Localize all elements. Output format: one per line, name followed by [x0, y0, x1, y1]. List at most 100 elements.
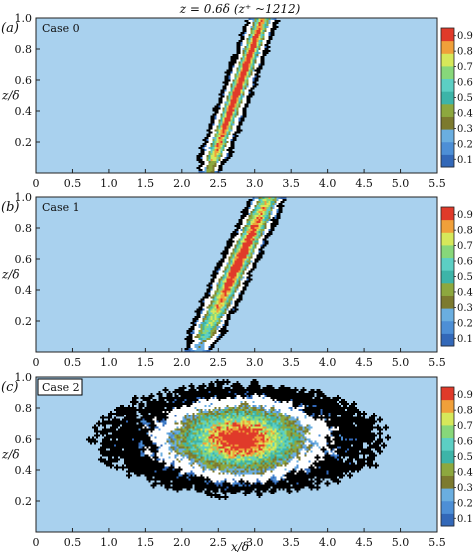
x-tick-label: 3.0 — [246, 177, 264, 190]
colorbar-swatch — [441, 295, 454, 309]
colorbar-tick-label: 0.2 — [457, 318, 473, 329]
colorbar-tick-label: 0.5 — [457, 452, 473, 463]
colorbar-swatch — [441, 129, 454, 143]
colorbar-tick-label: 0.9 — [457, 390, 473, 401]
x-tick-label: 2.5 — [210, 356, 228, 369]
colorbar-swatch — [441, 232, 454, 246]
x-tick-label: 0.5 — [64, 177, 82, 190]
y-tick-label: 0.6 — [15, 253, 33, 266]
colorbar-swatch — [441, 257, 454, 271]
colorbar-tick-label: 0.3 — [457, 303, 473, 314]
colorbar: 0.1 0.2 0.3 0.4 0.5 0.6 0.7 0.8 0.9 — [440, 206, 473, 347]
colorbar-swatch — [441, 103, 454, 117]
colorbar-tick-label: 0.5 — [457, 93, 473, 104]
colorbar-swatch — [441, 333, 454, 347]
colorbar-tick-label: 0.1 — [457, 155, 473, 166]
colorbar-tick-label: 0.9 — [457, 210, 473, 221]
x-tick-label: 5.5 — [428, 536, 446, 549]
colorbar-tick-label: 0.8 — [457, 226, 473, 237]
panel-1: 0 0.5 1.0 1.5 2.0 2.5 3.0 3.5 4.0 4.5 5.0 5.5 0.2 0.4… — [1, 12, 473, 190]
x-tick-label: 0.5 — [64, 536, 82, 549]
colorbar: 0.1 0.2 0.3 0.4 0.5 0.6 0.7 0.8 0.9 — [440, 386, 473, 527]
colorbar: 0.1 0.2 0.3 0.4 0.5 0.6 0.7 0.8 0.9 — [440, 27, 473, 168]
colorbar-swatch — [441, 500, 454, 514]
colorbar-swatch — [441, 320, 454, 334]
colorbar-swatch — [441, 53, 454, 67]
colorbar-tick-label: 0.8 — [457, 406, 473, 417]
contour-lines — [36, 197, 437, 352]
colorbar-tick-label: 0.6 — [457, 78, 473, 89]
colorbar-tick-label: 0.2 — [457, 498, 473, 509]
y-axis-label: z/δ — [1, 448, 20, 462]
colorbar-tick-label: 0.7 — [457, 241, 473, 252]
y-tick-label: 0.4 — [15, 284, 33, 297]
x-tick-label: 1.5 — [137, 536, 155, 549]
colorbar-swatch — [441, 207, 454, 221]
colorbar-swatch — [441, 116, 454, 130]
figure-title: z = 0.6δ (z⁺ ~1212) — [179, 2, 301, 16]
x-tick-label: 2.5 — [210, 177, 228, 190]
colorbar-tick-label: 0.2 — [457, 139, 473, 150]
x-tick-label: 2.0 — [173, 356, 191, 369]
y-tick-label: 1.0 — [15, 12, 33, 25]
case-label-box: Case 1 — [42, 201, 80, 214]
x-tick-label: 0 — [33, 177, 40, 190]
x-axis-label: x/δ — [231, 540, 249, 554]
colorbar-swatch — [441, 28, 454, 42]
panel-label: (c) — [1, 380, 18, 395]
colorbar-swatch — [441, 462, 454, 476]
y-tick-label: 0.2 — [15, 136, 33, 149]
y-axis-label: z/δ — [1, 89, 20, 103]
colorbar-swatch — [441, 513, 454, 527]
x-tick-label: 0 — [33, 536, 40, 549]
colorbar-tick-label: 0.1 — [457, 514, 473, 525]
colorbar-tick-label: 0.6 — [457, 437, 473, 448]
colorbar-swatch — [441, 270, 454, 284]
colorbar-swatch — [441, 424, 454, 439]
x-tick-label: 4.0 — [319, 356, 337, 369]
colorbar-swatch — [441, 475, 454, 489]
x-tick-label: 5.5 — [428, 356, 446, 369]
x-tick-label: 3.0 — [246, 536, 264, 549]
panels: 0 0.5 1.0 1.5 2.0 2.5 3.0 3.5 4.0 4.5 5.0 5.5 0.2 0.4… — [1, 12, 473, 549]
colorbar-swatch — [441, 219, 454, 233]
x-tick-label: 5.0 — [392, 177, 410, 190]
x-tick-label: 4.5 — [355, 356, 373, 369]
x-tick-label: 3.5 — [282, 356, 300, 369]
panel-2: 0 0.5 1.0 1.5 2.0 2.5 3.0 3.5 4.0 4.5 5.0 5.5 0.2 0.4… — [1, 191, 473, 369]
y-axis-label: z/δ — [1, 268, 20, 282]
colorbar-swatch — [441, 40, 454, 54]
colorbar-tick-label: 0.1 — [457, 334, 473, 345]
colorbar-swatch — [441, 450, 454, 464]
case-label: Case 2 — [42, 381, 80, 394]
y-tick-label: 0.6 — [15, 433, 33, 446]
x-tick-label: 1.5 — [137, 177, 155, 190]
y-tick-label: 1.0 — [15, 371, 33, 384]
colorbar-tick-label: 0.7 — [457, 421, 473, 432]
colorbar-tick-label: 0.9 — [457, 31, 473, 42]
y-tick-label: 0.8 — [15, 43, 33, 56]
x-tick-label: 2.0 — [173, 536, 191, 549]
colorbar-swatch — [441, 488, 454, 502]
colorbar-swatch — [441, 387, 454, 401]
x-tick-label: 1.0 — [100, 177, 118, 190]
y-tick-label: 0.8 — [15, 222, 33, 235]
colorbar-swatch — [441, 78, 454, 92]
colorbar-tick-label: 0.3 — [457, 483, 473, 494]
x-tick-label: 1.0 — [100, 536, 118, 549]
colorbar-swatch — [441, 65, 454, 80]
plot-frame — [35, 196, 438, 353]
x-tick-label: 1.0 — [100, 356, 118, 369]
x-tick-label: 0.5 — [64, 356, 82, 369]
panel-3: 0 0.5 1.0 1.5 2.0 2.5 3.0 3.5 4.0 4.5 5.0 5.5 0.2 0.4… — [1, 371, 473, 549]
x-tick-label: 4.0 — [319, 177, 337, 190]
colorbar-tick-label: 0.4 — [457, 108, 473, 119]
x-tick-label: 2.5 — [210, 536, 228, 549]
x-tick-label: 3.0 — [246, 356, 264, 369]
x-tick-label: 4.0 — [319, 536, 337, 549]
colorbar-swatch — [441, 412, 454, 426]
panel-label: (a) — [1, 21, 19, 36]
y-tick-label: 0.2 — [15, 315, 33, 328]
colorbar-swatch — [441, 141, 454, 155]
